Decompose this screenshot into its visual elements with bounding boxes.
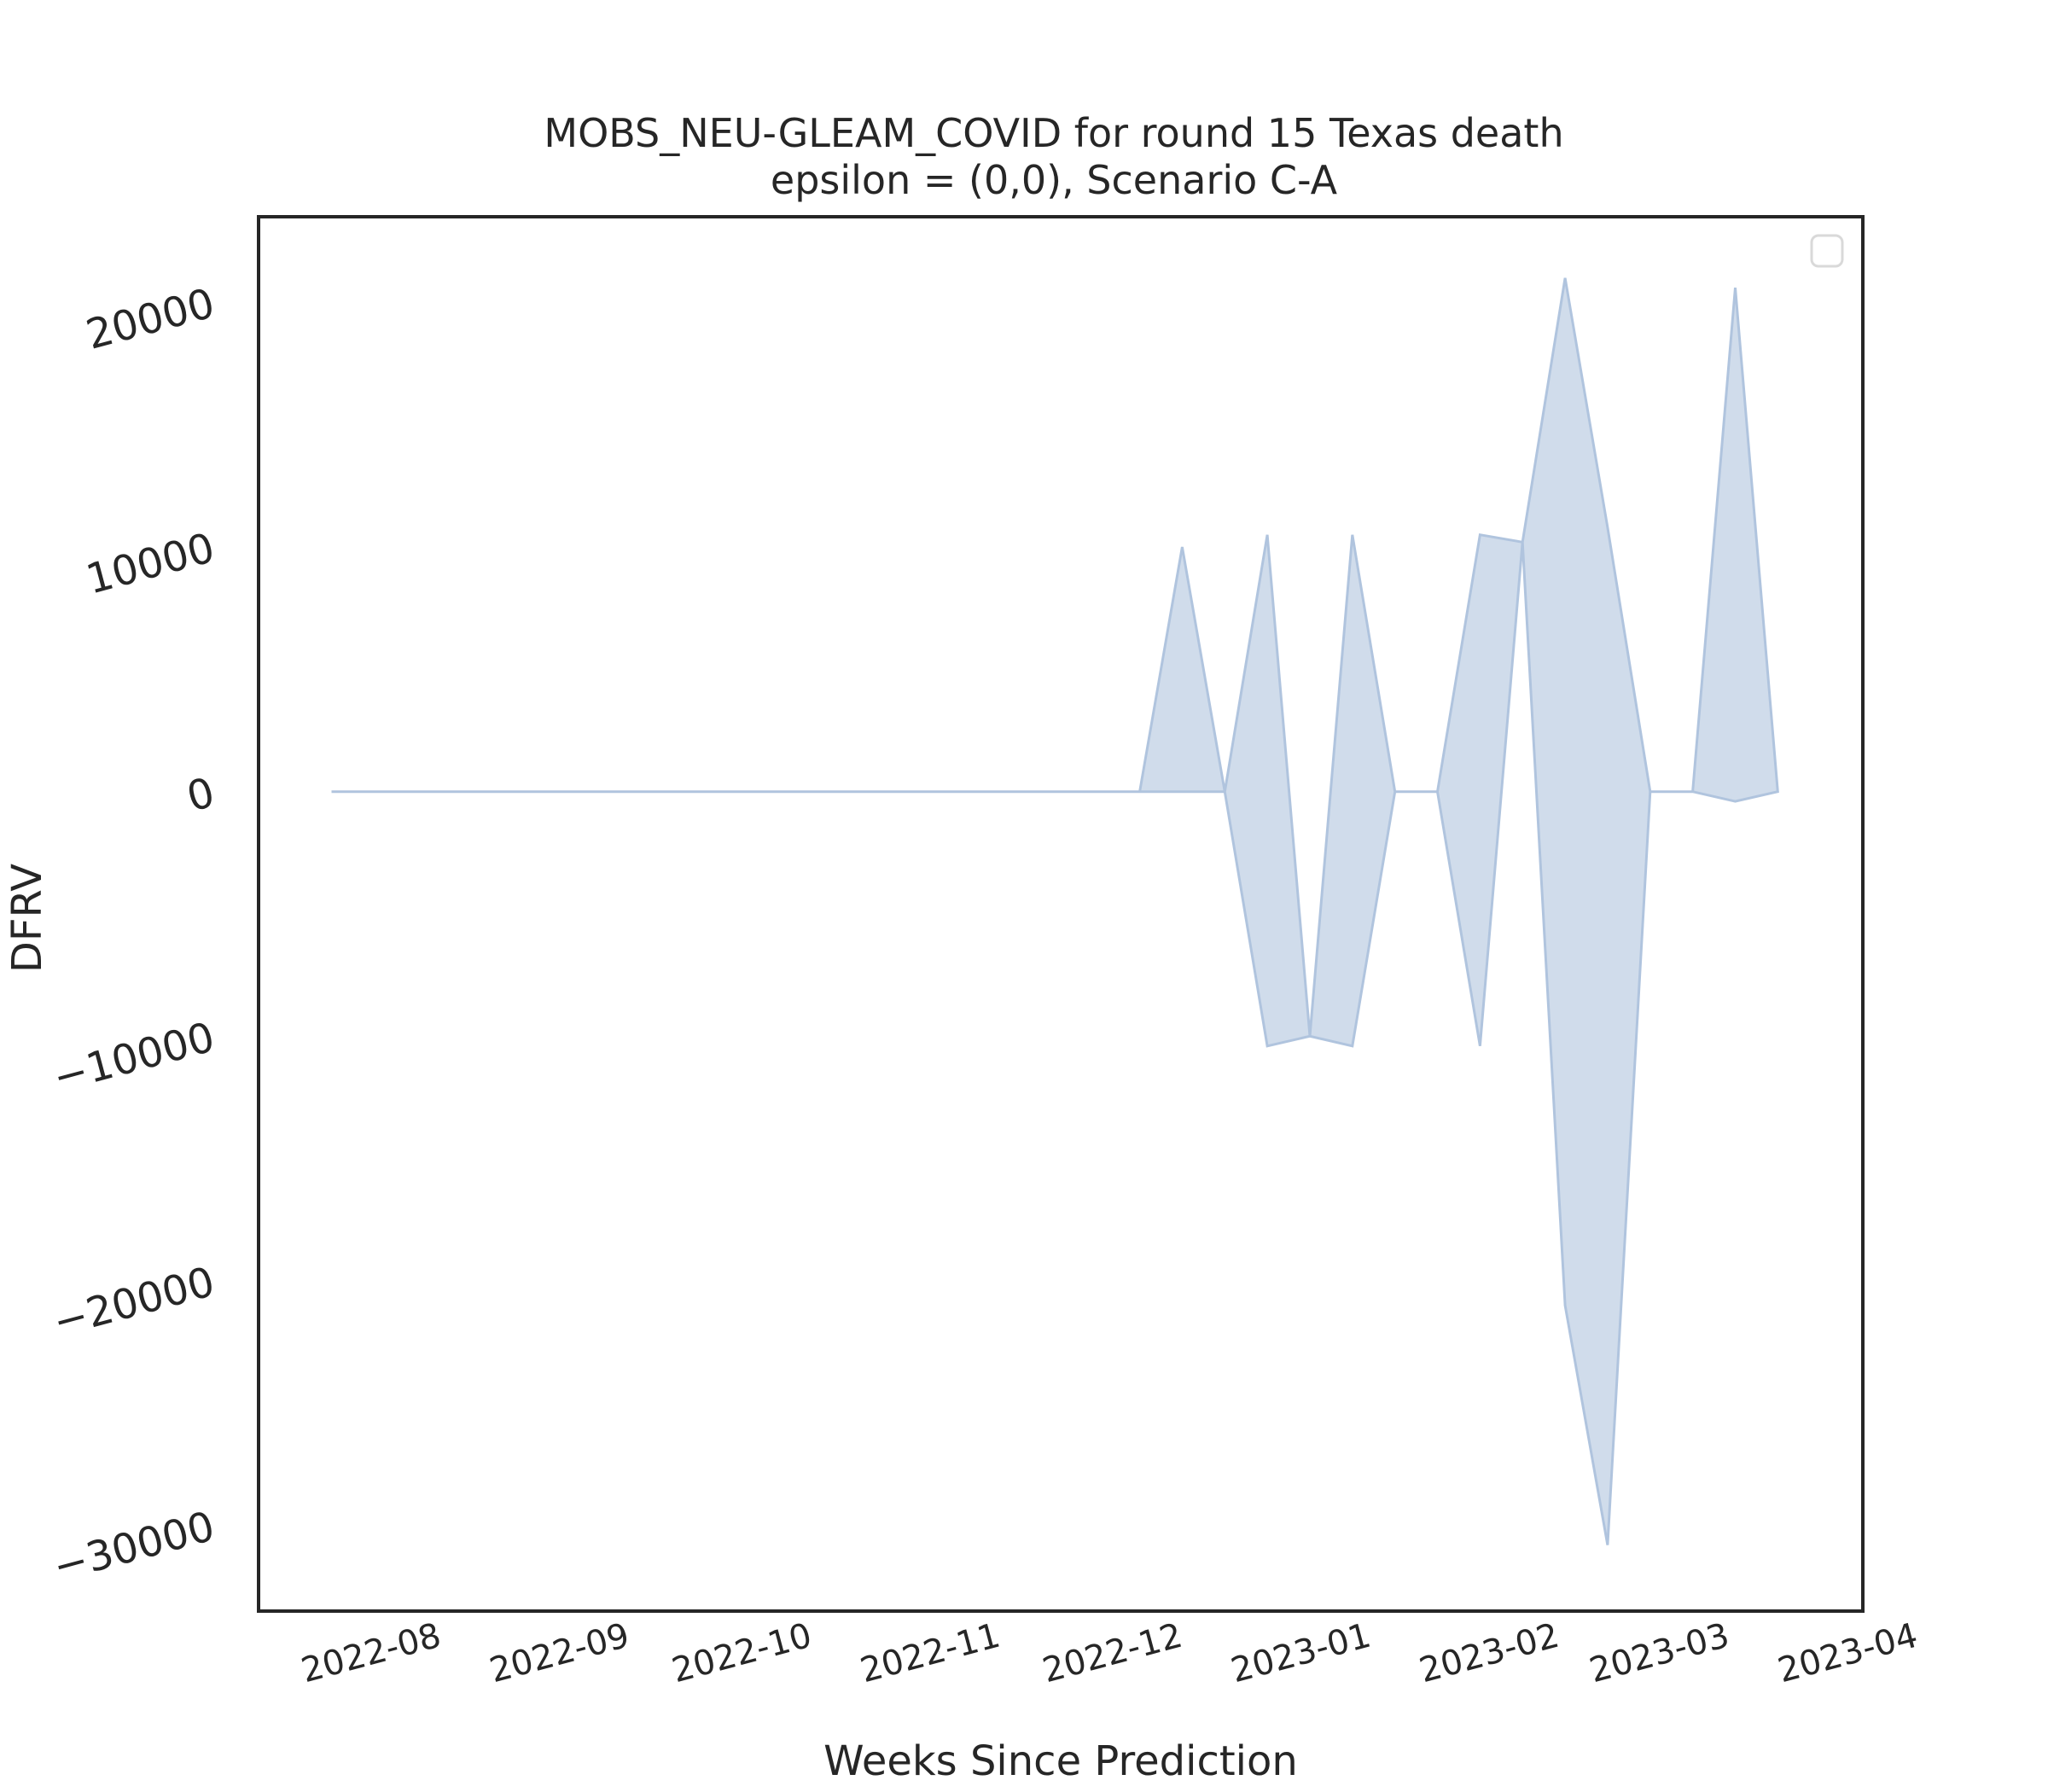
y-tick-label: −10000 (48, 1013, 219, 1102)
legend-box (1810, 234, 1844, 268)
x-tick-label: 2022-08 (297, 1616, 445, 1691)
x-axis-label: Weeks Since Prediction (823, 1737, 1298, 1785)
chart-title-line1: MOBS_NEU-GLEAM_COVID for round 15 Texas … (544, 110, 1563, 156)
y-tick-label: 0 (182, 769, 219, 822)
series-layer (331, 277, 1779, 1545)
plot-frame (257, 215, 1865, 1613)
x-tick-label: 2023-02 (1416, 1616, 1563, 1691)
y-tick-label: 20000 (81, 279, 219, 359)
x-tick-label: 2022-10 (668, 1616, 816, 1691)
y-axis-label: DFRV (3, 864, 51, 973)
chart-title-line2: epsilon = (0,0), Scenario C-A (771, 157, 1338, 203)
fill-band (331, 277, 1779, 1545)
x-tick-label: 2023-04 (1774, 1616, 1922, 1691)
y-tick-labels: −30000 −20000 −10000 0 10000 20000 (48, 279, 219, 1591)
y-tick-label: −20000 (48, 1258, 219, 1347)
x-tick-label: 2022-12 (1039, 1616, 1186, 1691)
x-tick-label: 2023-01 (1227, 1616, 1375, 1691)
x-tick-labels: 2022-08 2022-09 2022-10 2022-11 2022-12 2023-… (297, 1616, 1922, 1691)
x-tick-label: 2022-09 (486, 1616, 633, 1691)
y-tick-label: −30000 (48, 1503, 219, 1591)
x-tick-label: 2022-11 (856, 1616, 1004, 1691)
x-tick-label: 2023-03 (1585, 1616, 1733, 1691)
y-tick-label: 10000 (81, 524, 219, 604)
